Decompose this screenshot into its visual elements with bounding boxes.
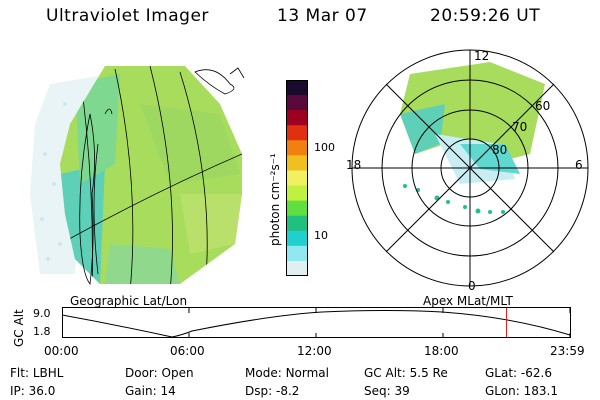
colorbar-segment xyxy=(286,185,308,202)
colorbar-segment xyxy=(286,245,308,262)
mlat-label-60: 60 xyxy=(535,99,551,113)
glat-field: GLat: -62.6 xyxy=(485,366,552,380)
date-label: 13 Mar 07 xyxy=(277,6,368,26)
mlat-label-80: 80 xyxy=(492,143,508,157)
timeline-xtick-3: 18:00 xyxy=(424,344,459,358)
colorbar-unit-label: photon cm⁻²s⁻¹ xyxy=(268,153,282,246)
mlt-label-0: 0 xyxy=(468,279,476,293)
colorbar-tick-100: 100 xyxy=(314,141,335,154)
mode-field: Mode: Normal xyxy=(245,366,329,380)
colorbar-tick-10: 10 xyxy=(314,229,328,242)
geographic-caption: Geographic Lat/Lon xyxy=(70,294,188,308)
colorbar-segment xyxy=(286,215,308,232)
colorbar-segment xyxy=(286,260,308,276)
geographic-image xyxy=(30,66,245,285)
dsp-field: Dsp: -8.2 xyxy=(245,384,300,398)
timeline-xtick-0: 00:00 xyxy=(44,344,79,358)
colorbar-segment xyxy=(286,80,308,96)
colorbar-segment xyxy=(286,230,308,247)
gain-field: Gain: 14 xyxy=(125,384,176,398)
apex-caption: Apex MLat/MLT xyxy=(423,294,513,308)
gc-alt-field: GC Alt: 5.5 Re xyxy=(364,366,448,380)
timeline-xtick-2: 12:00 xyxy=(297,344,332,358)
colorbar-segment xyxy=(286,110,308,126)
flt-field: Flt: LBHL xyxy=(10,366,64,380)
colorbar-segment xyxy=(286,125,308,141)
mlt-label-18: 18 xyxy=(346,158,362,172)
timeline-ylabel: GC Alt xyxy=(12,309,26,347)
timeline-ytick-max: 9.0 xyxy=(33,307,51,320)
timeline-xtick-1: 06:00 xyxy=(170,344,205,358)
altitude-timeline xyxy=(62,307,571,338)
mlt-label-6: 6 xyxy=(575,158,583,172)
instrument-title: Ultraviolet Imager xyxy=(46,6,209,26)
colorbar-segment xyxy=(286,170,308,187)
seq-field: Seq: 39 xyxy=(364,384,410,398)
colorbar-segment xyxy=(286,155,308,171)
glon-field: GLon: 183.1 xyxy=(485,384,558,398)
timeline-xtick-4: 23:59 xyxy=(550,344,585,358)
ip-field: IP: 36.0 xyxy=(10,384,56,398)
door-field: Door: Open xyxy=(125,366,194,380)
colorbar-segment xyxy=(286,200,308,217)
time-label: 20:59:26 UT xyxy=(430,6,541,26)
mlat-label-70: 70 xyxy=(512,120,528,134)
polar-plot xyxy=(351,49,589,287)
colorbar xyxy=(286,80,308,276)
mlt-label-12: 12 xyxy=(474,49,490,63)
colorbar-segment xyxy=(286,95,308,111)
colorbar-segment xyxy=(286,140,308,156)
timeline-ytick-min: 1.8 xyxy=(33,325,51,338)
